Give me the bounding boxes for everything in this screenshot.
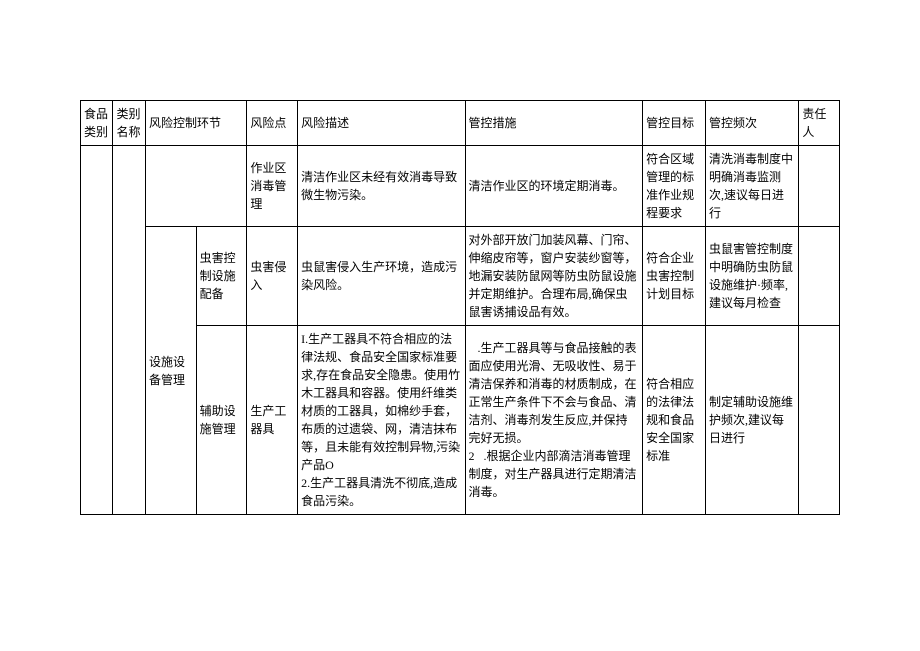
cell-resp xyxy=(799,227,840,326)
cell-resp xyxy=(799,146,840,227)
table-row: 作业区消毒管理 清洁作业区未经有效消毒导致微生物污染。 清洁作业区的环境定期消毒… xyxy=(81,146,840,227)
cell-category xyxy=(81,146,113,515)
header-name: 类别名称 xyxy=(113,101,145,146)
table-header-row: 食品类别 类别名称 风险控制环节 风险点 风险描述 管控措施 管控目标 管控频次… xyxy=(81,101,840,146)
cell-desc: I.生产工器具不符合相应的法律法规、食品安全国家标准要求,存在食品安全隐患。使用… xyxy=(298,326,465,515)
cell-freq: 清洗消毒制度中明确消毒监测次,速议每日进行 xyxy=(706,146,799,227)
header-point: 风险点 xyxy=(247,101,298,146)
cell-link xyxy=(145,146,246,227)
cell-link2: 辅助设施管理 xyxy=(196,326,247,515)
risk-control-table: 食品类别 类别名称 风险控制环节 风险点 风险描述 管控措施 管控目标 管控频次… xyxy=(80,100,840,515)
cell-target: 符合相应的法律法规和食品安全国家标准 xyxy=(643,326,706,515)
cell-point: 虫害侵入 xyxy=(247,227,298,326)
header-freq: 管控频次 xyxy=(706,101,799,146)
cell-target: 符合区域管理的标准作业规程要求 xyxy=(643,146,706,227)
cell-freq: 制定辅助设施维护频次,建议每日进行 xyxy=(706,326,799,515)
cell-name xyxy=(113,146,145,515)
cell-link: 设施设备管理 xyxy=(145,227,196,515)
header-category: 食品类别 xyxy=(81,101,113,146)
table-row: 设施设备管理 虫害控制设施配备 虫害侵入 虫鼠害侵入生产环境，造成污染风险。 对… xyxy=(81,227,840,326)
cell-link2: 虫害控制设施配备 xyxy=(196,227,247,326)
header-link: 风险控制环节 xyxy=(145,101,246,146)
cell-measure: 对外部开放门加装风幕、门帘、伸缩皮帘等，窗户安装纱窗等，地漏安装防鼠网等防虫防鼠… xyxy=(465,227,643,326)
cell-resp xyxy=(799,326,840,515)
header-desc: 风险描述 xyxy=(298,101,465,146)
cell-freq: 虫鼠害管控制度中明确防虫防鼠设施维护·频率,建议每月检查 xyxy=(706,227,799,326)
cell-target: 符合企业虫害控制计划目标 xyxy=(643,227,706,326)
cell-desc: 虫鼠害侵入生产环境，造成污染风险。 xyxy=(298,227,465,326)
cell-measure: .生产工器具等与食品接触的表面应使用光滑、无吸收性、易于清洁保养和消毒的材质制成… xyxy=(465,326,643,515)
header-resp: 责任人 xyxy=(799,101,840,146)
cell-desc: 清洁作业区未经有效消毒导致微生物污染。 xyxy=(298,146,465,227)
header-measure: 管控措施 xyxy=(465,101,643,146)
cell-point: 生产工器具 xyxy=(247,326,298,515)
header-target: 管控目标 xyxy=(643,101,706,146)
cell-point: 作业区消毒管理 xyxy=(247,146,298,227)
cell-measure: 清洁作业区的环境定期消毒。 xyxy=(465,146,643,227)
